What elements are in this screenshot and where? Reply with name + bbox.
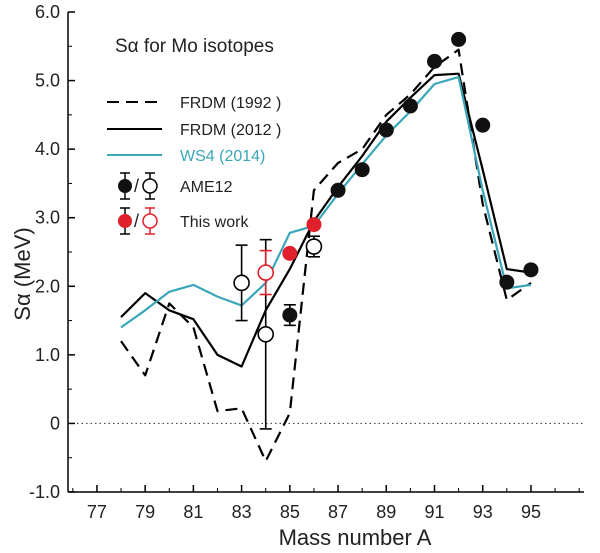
marker-open <box>233 274 250 292</box>
data-point-0 <box>282 303 298 327</box>
marker-filled <box>282 307 298 323</box>
series-layer <box>120 48 532 463</box>
data-point-0 <box>354 162 370 178</box>
y-axis-title: Sα (MeV) <box>10 227 35 320</box>
marker-open <box>257 264 275 281</box>
legend: FRDM (1992 ) FRDM (2012 ) WS4 (2014) / A… <box>107 95 281 235</box>
series-line-0 <box>120 48 532 463</box>
x-axis-ticks: 77 79 81 83 85 87 89 91 93 95 <box>72 485 580 522</box>
data-point-0 <box>475 117 491 133</box>
y-tick-label: 4.0 <box>35 139 60 159</box>
x-tick-label: 83 <box>232 502 252 522</box>
y-tick-label: 1.0 <box>35 345 60 365</box>
svg-text:/: / <box>134 211 139 231</box>
y-tick-label: -1.0 <box>29 482 60 502</box>
marker-filled <box>427 53 443 69</box>
series-line-1 <box>120 72 532 368</box>
data-point-0 <box>523 262 539 278</box>
data-point-0 <box>378 122 394 138</box>
data-point-0 <box>451 31 467 47</box>
data-point-0 <box>499 274 515 290</box>
x-tick-label: 79 <box>135 502 155 522</box>
y-tick-label: 0 <box>50 413 60 433</box>
data-point-0 <box>305 235 323 258</box>
data-point-0 <box>233 244 250 322</box>
marker-open <box>257 325 275 343</box>
marker-filled <box>475 117 491 133</box>
y-axis-ticks: -1.0 0 1.0 2.0 3.0 4.0 5.0 6.0 <box>29 2 75 502</box>
series-line-2 <box>120 75 532 329</box>
y-tick-label: 5.0 <box>35 71 60 91</box>
y-tick-label: 6.0 <box>35 2 60 22</box>
chart-title: Sα for Mo isotopes <box>115 36 274 57</box>
data-point-0 <box>402 98 418 114</box>
data-point-0 <box>330 182 346 198</box>
x-tick-label: 91 <box>424 502 444 522</box>
marker-filled <box>499 274 515 290</box>
data-point-1 <box>257 249 275 296</box>
legend-swatch-this-work: / <box>118 207 158 235</box>
x-tick-label: 95 <box>521 502 541 522</box>
legend-label-ame12: AME12 <box>180 179 233 196</box>
legend-swatch-ame12: / <box>118 172 158 200</box>
x-tick-label: 77 <box>87 502 107 522</box>
marker-open <box>305 238 323 255</box>
svg-text:/: / <box>134 176 139 196</box>
data-point-1 <box>282 245 298 261</box>
marker-filled <box>451 31 467 47</box>
legend-label-frdm2012: FRDM (2012 ) <box>180 122 281 139</box>
plot-frame <box>67 12 584 493</box>
x-tick-label: 93 <box>473 502 493 522</box>
marker-filled <box>354 162 370 178</box>
marker-filled <box>378 122 394 138</box>
y-tick-label: 2.0 <box>35 276 60 296</box>
marker-filled <box>330 182 346 198</box>
data-point-0 <box>427 53 443 69</box>
legend-label-frdm1992: FRDM (1992 ) <box>180 95 281 112</box>
x-tick-label: 87 <box>328 502 348 522</box>
data-point-1 <box>306 217 322 233</box>
x-tick-label: 85 <box>280 502 300 522</box>
marker-filled <box>523 262 539 278</box>
x-tick-label: 81 <box>183 502 203 522</box>
marker-filled <box>402 98 418 114</box>
marker-filled <box>282 245 298 261</box>
marker-filled <box>306 217 322 233</box>
points-layer <box>233 31 539 430</box>
x-axis-title: Mass number A <box>279 525 432 550</box>
y-tick-label: 3.0 <box>35 208 60 228</box>
legend-label-ws4: WS4 (2014) <box>180 148 265 165</box>
x-tick-label: 89 <box>376 502 396 522</box>
legend-label-this-work: This work <box>180 214 249 231</box>
